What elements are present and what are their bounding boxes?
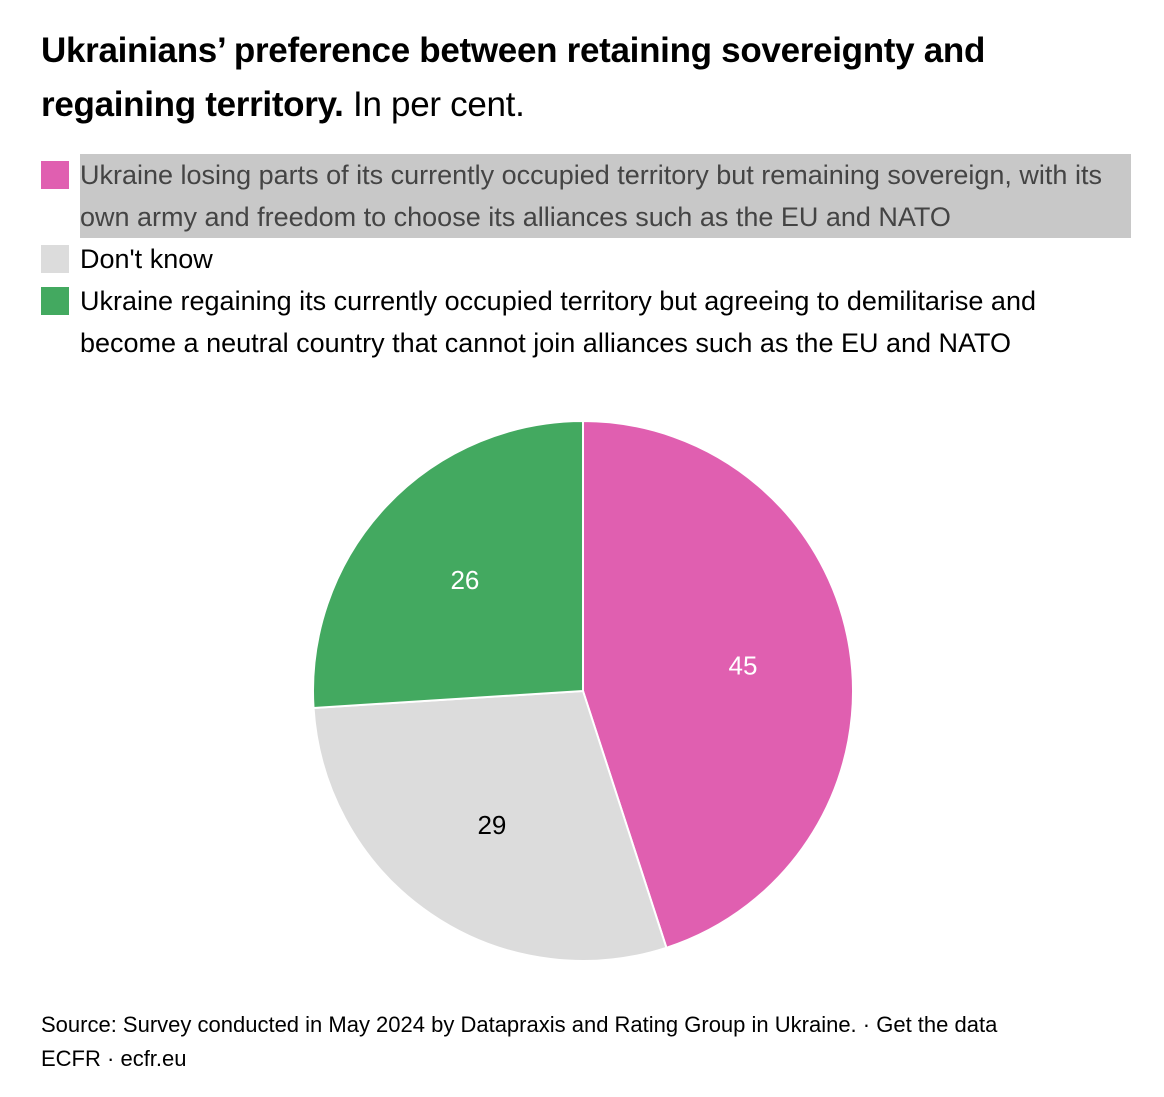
legend-label: Don't know (80, 244, 213, 274)
chart-subtitle: In per cent. (353, 85, 525, 124)
legend-item-territory[interactable]: Ukraine regaining its currently occupied… (41, 280, 1131, 364)
legend-swatch (41, 245, 69, 273)
separator: · (100, 1046, 121, 1071)
legend-label: Ukraine losing parts of its currently oc… (80, 154, 1131, 238)
legend-item-dont-know[interactable]: Don't know (41, 238, 1131, 280)
org-name: ECFR (41, 1046, 101, 1071)
legend-item-sovereign[interactable]: Ukraine losing parts of its currently oc… (41, 154, 1131, 238)
footer: Source: Survey conducted in May 2024 by … (41, 1008, 997, 1076)
legend-label: Ukraine regaining its currently occupied… (80, 286, 1036, 358)
legend-swatch (41, 161, 69, 189)
slice-dont-know[interactable] (312, 689, 668, 962)
chart-title-bold: Ukrainians’ preference between retaining… (41, 31, 986, 124)
source-text: Source: Survey conducted in May 2024 by … (41, 1012, 857, 1037)
data-label: 29 (477, 810, 506, 840)
legend-swatch (41, 287, 69, 315)
slice-sovereign[interactable] (582, 419, 854, 950)
site-link[interactable]: ecfr.eu (120, 1046, 187, 1071)
separator: · (856, 1012, 877, 1037)
data-label: 26 (450, 565, 479, 595)
legend: Ukraine losing parts of its currently oc… (41, 154, 1131, 364)
chart-title: Ukrainians’ preference between retaining… (41, 24, 1131, 132)
get-data-link[interactable]: Get the data (876, 1012, 998, 1037)
data-label: 45 (729, 651, 758, 681)
slice-territory[interactable] (312, 419, 584, 710)
